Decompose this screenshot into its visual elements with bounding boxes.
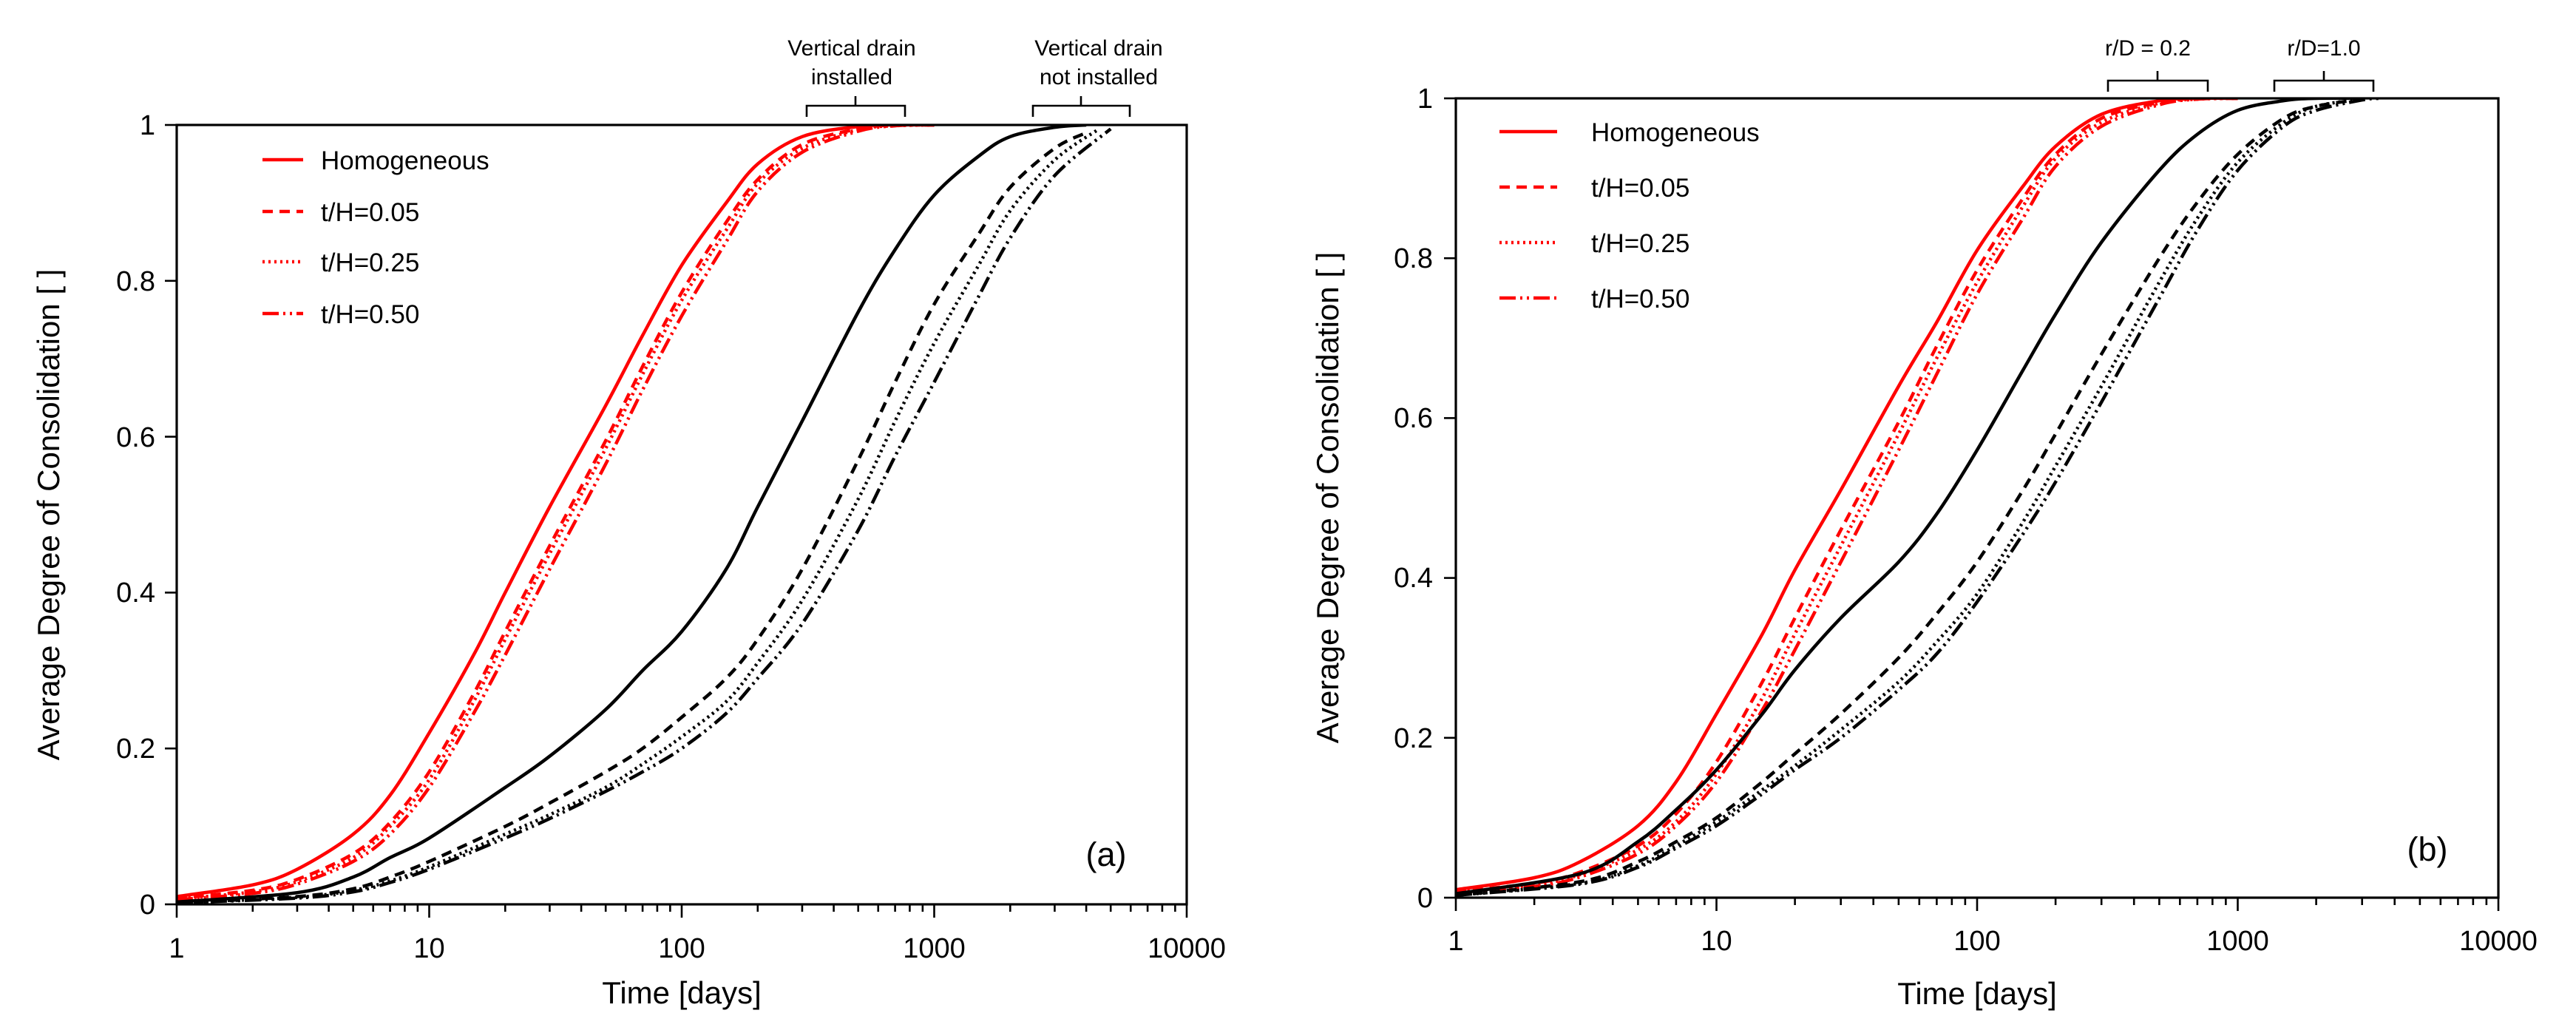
x-tick-label: 1 xyxy=(1448,926,1463,957)
panel-a-legend: Homogeneous t/H=0.05 t/H=0.25 t/H=0.50 xyxy=(262,146,489,329)
series-line-b-3 xyxy=(1456,98,2238,895)
y-tick-label: 0.4 xyxy=(1394,563,1433,594)
panel-a-series-group xyxy=(177,125,1112,904)
panel-a-ticks xyxy=(165,123,1188,918)
panel-a-label: (a) xyxy=(1086,836,1127,873)
x-tick-label: 100 xyxy=(658,933,705,964)
legend-label-homogeneous: Homogeneous xyxy=(1591,118,1760,147)
y-tick-label: 0.4 xyxy=(116,578,155,609)
annotation-text: Vertical drain xyxy=(787,36,915,61)
x-tick-label: 10 xyxy=(413,933,444,964)
series-line-b-6 xyxy=(1456,98,2363,898)
y-tick-label: 0.8 xyxy=(1394,243,1433,274)
series-line-a-5 xyxy=(177,131,1088,904)
series-line-b-5 xyxy=(1456,98,2363,898)
legend-label-th050: t/H=0.50 xyxy=(321,300,419,329)
y-tick-label: 0.8 xyxy=(116,266,155,297)
x-tick-label: 1000 xyxy=(903,933,966,964)
x-tick-label: 10 xyxy=(1701,926,1732,957)
y-tick-label: 0.2 xyxy=(116,734,155,765)
series-line-a-7 xyxy=(177,127,1112,904)
series-line-b-7 xyxy=(1456,98,2380,898)
series-line-a-2 xyxy=(177,125,935,901)
legend-label-th005: t/H=0.05 xyxy=(1591,174,1689,203)
legend-label-th050: t/H=0.50 xyxy=(1591,285,1689,314)
y-tick-label: 0.2 xyxy=(1394,723,1433,754)
annotation-bracket xyxy=(2273,71,2375,92)
panel-a-x-axis-label: Time [days] xyxy=(602,975,762,1010)
x-tick-label: 10000 xyxy=(2459,926,2538,957)
y-tick-label: 0 xyxy=(140,890,155,921)
panel-b-annotation-rd-02: r/D = 0.2 xyxy=(2105,36,2209,92)
y-tick-label: 0.6 xyxy=(116,422,155,453)
series-line-b-1 xyxy=(1456,98,2238,893)
panel-a-plot-frame xyxy=(175,123,1188,906)
x-tick-label: 100 xyxy=(1953,926,2000,957)
panel-b-x-tick-labels: 1 10 100 1000 10000 xyxy=(1448,926,2537,957)
panel-a-y-tick-labels: 0 0.2 0.4 0.6 0.8 1 xyxy=(116,110,155,921)
annotation-bracket xyxy=(805,96,906,117)
panel-b-series-group xyxy=(1456,98,2380,898)
y-tick-label: 1 xyxy=(140,110,155,141)
legend-label-th025: t/H=0.25 xyxy=(321,248,419,277)
annotation-text: Vertical drain xyxy=(1034,36,1162,61)
y-tick-label: 1 xyxy=(1417,84,1433,115)
panel-b-y-tick-labels: 0 0.2 0.4 0.6 0.8 1 xyxy=(1394,84,1433,914)
panel-a: 1 10 100 1000 10000 0 0.2 0.4 0.6 0.8 1 … xyxy=(31,36,1226,1010)
panel-b-x-axis-label: Time [days] xyxy=(1897,976,2057,1011)
series-line-b-0 xyxy=(1456,98,2238,892)
series-line-a-0 xyxy=(177,125,935,898)
panel-a-x-tick-labels: 1 10 100 1000 10000 xyxy=(169,933,1225,964)
legend-label-homogeneous: Homogeneous xyxy=(321,146,489,175)
panel-b-ticks xyxy=(1444,97,2500,911)
y-tick-label: 0 xyxy=(1417,883,1433,914)
annotation-text: not installed xyxy=(1040,65,1158,89)
series-line-a-3 xyxy=(177,125,935,901)
annotation-text: r/D = 0.2 xyxy=(2105,36,2191,61)
series-line-b-4 xyxy=(1456,98,2362,895)
series-line-b-2 xyxy=(1456,98,2238,894)
series-line-a-4 xyxy=(177,125,1087,904)
panel-a-y-axis-label: Average Degree of Consolidation [ ] xyxy=(31,269,66,761)
y-tick-label: 0.6 xyxy=(1394,403,1433,434)
legend-label-th005: t/H=0.05 xyxy=(321,198,419,227)
panel-b: 1 10 100 1000 10000 0 0.2 0.4 0.6 0.8 1 … xyxy=(1310,36,2538,1011)
panel-a-annotation-drain-not-installed: Vertical drain not installed xyxy=(1031,36,1163,117)
panel-b-annotation-rd-10: r/D=1.0 xyxy=(2273,36,2375,92)
x-tick-label: 1 xyxy=(169,933,184,964)
x-tick-label: 1000 xyxy=(2206,926,2269,957)
panel-a-annotation-drain-installed: Vertical drain installed xyxy=(787,36,916,117)
panel-b-legend: Homogeneous t/H=0.05 t/H=0.25 t/H=0.50 xyxy=(1499,118,1760,314)
annotation-bracket xyxy=(1031,96,1131,117)
x-tick-label: 10000 xyxy=(1148,933,1226,964)
legend-label-th025: t/H=0.25 xyxy=(1591,229,1689,258)
panel-b-plot-frame xyxy=(1454,97,2500,899)
series-line-a-1 xyxy=(177,125,935,900)
annotation-text: r/D=1.0 xyxy=(2287,36,2360,61)
annotation-bracket xyxy=(2106,71,2209,92)
series-line-a-6 xyxy=(177,127,1100,904)
panel-b-label: (b) xyxy=(2407,830,2448,868)
panel-b-y-axis-label: Average Degree of Consolidation [ ] xyxy=(1310,252,1345,744)
annotation-text: installed xyxy=(811,65,892,89)
